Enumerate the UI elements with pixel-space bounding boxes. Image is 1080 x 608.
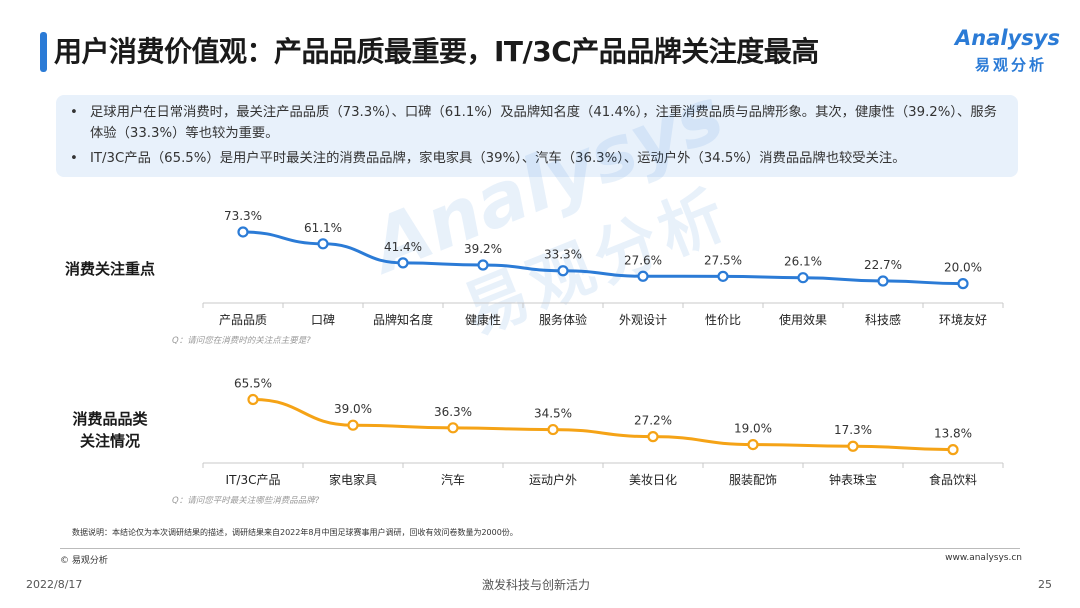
data-label: 22.7% [864, 258, 902, 272]
data-point [477, 259, 489, 271]
brand-logo: Analysys 易观分析 [955, 26, 1065, 78]
data-label: 13.8% [934, 427, 972, 441]
x-tick-label: 科技感 [865, 312, 901, 327]
x-tick-label: 服务体验 [539, 312, 587, 327]
footer-slogan: 激发科技与创新活力 [482, 578, 591, 592]
report-date: 2022/8/17 [26, 578, 83, 591]
data-point [717, 270, 729, 282]
page-title: 用户消费价值观：产品品质最重要，IT/3C产品品牌关注度最高 [54, 35, 819, 68]
data-label: 65.5% [234, 377, 272, 391]
x-tick-label: 外观设计 [619, 313, 667, 327]
row-label-bottom: 消费品品类 关注情况 [72, 410, 148, 450]
data-point [547, 423, 559, 436]
x-tick-label: IT/3C产品 [226, 473, 281, 487]
data-point [247, 393, 259, 406]
x-tick-label: 食品饮料 [929, 472, 977, 487]
data-label: 17.3% [834, 423, 872, 437]
logo-text-cn: 易观分析 [975, 56, 1048, 74]
x-tick-label: 健康性 [465, 312, 501, 327]
data-label: 19.0% [734, 422, 772, 436]
data-point [237, 226, 249, 238]
x-tick-label: 服装配饰 [729, 473, 777, 487]
data-point [877, 275, 889, 287]
summary-box: • 足球用户在日常消费时，最关注产品品质（73.3%）、口碑（61.1%）及品牌… [56, 95, 1018, 177]
logo-text-en: Analysys [955, 26, 1060, 50]
data-label: 61.1% [304, 221, 342, 235]
page-number: 25 [1038, 578, 1052, 591]
data-point [317, 238, 329, 250]
footer-divider [60, 548, 1020, 549]
data-point [947, 444, 959, 456]
summary-bullet: • IT/3C产品（65.5%）是用户平时最关注的消费品品牌，家电家具（39%）… [70, 148, 1000, 169]
data-label: 73.3% [224, 209, 262, 223]
x-tick-label: 家电家具 [329, 472, 377, 487]
x-tick-label: 使用效果 [779, 312, 827, 327]
series-line [241, 230, 965, 286]
x-tick-label: 汽车 [441, 472, 465, 487]
data-label: 27.6% [624, 253, 662, 267]
data-point [747, 438, 759, 451]
data-label: 41.4% [384, 240, 422, 254]
data-label: 34.5% [534, 407, 572, 421]
data-label: 39.0% [334, 402, 372, 416]
data-point [957, 278, 969, 290]
x-tick-label: 运动户外 [529, 472, 577, 487]
data-label: 26.1% [784, 255, 822, 269]
data-label: 39.2% [464, 242, 502, 256]
data-label: 36.3% [434, 405, 472, 419]
data-point [447, 422, 459, 434]
survey-question: Q：请问您平时最关注哪些消费品品牌? [172, 495, 320, 506]
survey-question: Q：请问您在消费时的关注点主要是? [172, 335, 311, 346]
website-link[interactable]: www.analysys.cn [945, 553, 1022, 563]
data-point [847, 440, 859, 452]
x-tick-label: 美妆日化 [629, 473, 677, 487]
data-label: 20.0% [944, 261, 982, 275]
summary-bullet: • 足球用户在日常消费时，最关注产品品质（73.3%）、口碑（61.1%）及品牌… [70, 102, 1000, 144]
data-label: 27.2% [634, 414, 672, 428]
x-tick-label: 品牌知名度 [373, 312, 433, 327]
title-accent-bar [40, 32, 47, 72]
data-point [637, 270, 649, 282]
data-point [397, 257, 409, 269]
row-label-top: 消费关注重点 [64, 260, 155, 278]
data-point [647, 431, 659, 443]
data-note: 数据说明：本结论仅为本次调研结果的描述，调研结果来自2022年8月中国足球赛事用… [72, 528, 518, 537]
x-tick-label: 环境友好 [939, 312, 987, 327]
x-tick-label: 性价比 [705, 313, 741, 327]
data-label: 27.5% [704, 253, 742, 267]
data-label: 33.3% [544, 248, 582, 262]
x-tick-label: 钟表珠宝 [829, 472, 877, 487]
x-tick-label: 口碑 [311, 312, 335, 327]
data-point [797, 272, 809, 284]
x-tick-label: 产品品质 [219, 313, 267, 327]
data-point [347, 419, 359, 431]
bullet-dot-icon: • [70, 105, 78, 120]
bullet-dot-icon: • [70, 151, 78, 166]
copyright: © 易观分析 [60, 556, 108, 566]
data-point [557, 265, 569, 277]
